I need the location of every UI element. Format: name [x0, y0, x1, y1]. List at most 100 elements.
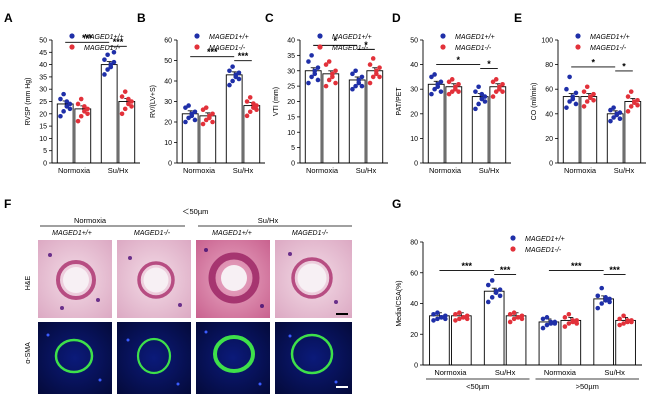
legend-marker-wt [440, 33, 446, 39]
data-point [67, 101, 73, 107]
data-point [353, 83, 358, 89]
scale-bar-sma [336, 386, 348, 388]
y-tick-label: 25 [39, 99, 47, 106]
data-point [359, 74, 365, 80]
data-point [85, 111, 90, 117]
data-point [453, 311, 458, 317]
scale-note: ＜50µm [182, 207, 208, 216]
legend-marker-ko [69, 44, 75, 50]
legend-label-wt: MAGED1+/+ [84, 34, 124, 41]
x-category-label: Su/Hx [614, 166, 635, 175]
data-point [323, 62, 329, 67]
data-point [432, 86, 437, 92]
data-point [446, 91, 452, 97]
x-category-label: Normoxia [183, 166, 216, 175]
data-point [490, 94, 496, 99]
data-point [230, 78, 235, 84]
data-point [581, 89, 587, 94]
data-point [617, 322, 622, 328]
data-point [102, 57, 107, 62]
data-point [236, 76, 242, 82]
data-point [200, 121, 206, 127]
data-point [493, 77, 499, 82]
y-tick-label: 15 [39, 124, 47, 131]
data-point [315, 77, 321, 83]
data-point [431, 311, 436, 317]
bar [100, 64, 118, 164]
data-point [192, 109, 198, 115]
bar [445, 86, 463, 164]
panel-letter: C [265, 11, 274, 25]
data-point [244, 113, 250, 119]
data-point [203, 105, 209, 110]
data-point [227, 68, 232, 74]
panel-letter: G [392, 197, 401, 211]
data-point [233, 72, 239, 78]
data-point [456, 81, 461, 87]
data-point [333, 68, 338, 74]
y-tick-label: 40 [545, 111, 553, 118]
y-tick-label: 40 [164, 79, 172, 86]
data-point [621, 313, 626, 319]
x-category-label: Su/Hx [479, 166, 500, 175]
legend-marker-wt [194, 33, 200, 39]
data-point [432, 72, 437, 77]
data-point [435, 316, 440, 322]
data-point [326, 59, 332, 64]
legend-label-ko: MAGED1-/- [525, 247, 562, 254]
legend-label-wt: MAGED1+/+ [590, 34, 630, 41]
significance-label: * [364, 40, 368, 50]
data-point [507, 311, 513, 317]
data-point [189, 113, 195, 119]
x-category-label: Su/Hx [108, 166, 129, 175]
data-point [126, 101, 131, 107]
y-tick-label: 20 [164, 120, 172, 127]
data-point [439, 315, 444, 320]
data-point [431, 318, 436, 323]
significance-label: *** [500, 265, 511, 275]
sma-image-3 [196, 322, 270, 394]
x-category-label: Normoxia [434, 368, 467, 377]
data-point [453, 318, 458, 323]
data-point [456, 89, 461, 94]
data-point [617, 116, 623, 122]
y-tick-label: 0 [414, 161, 418, 168]
data-point [429, 91, 434, 97]
legend-marker-wt [575, 33, 581, 39]
data-point [330, 74, 335, 80]
data-point [628, 89, 634, 94]
data-point [489, 295, 495, 300]
data-point [370, 56, 376, 61]
data-point [247, 109, 253, 115]
significance-label: * [591, 57, 595, 67]
data-point [333, 80, 338, 86]
data-point [515, 315, 521, 320]
data-point [82, 109, 87, 114]
data-point [603, 295, 608, 300]
data-point [635, 102, 640, 108]
data-point [567, 74, 572, 80]
data-point [479, 96, 485, 102]
significance-label: *** [82, 33, 93, 43]
significance-label: * [487, 59, 491, 69]
chart-panel-b: B 0 10 20 30 40 50 60 RV/(LV+S) Normoxia Su/Hx *** *… [137, 11, 265, 175]
legend-marker-wt [317, 33, 323, 39]
col-label-1: MAGED1+/+ [52, 230, 92, 237]
data-point [617, 316, 622, 322]
panel-letter: E [514, 11, 522, 25]
data-point [588, 94, 593, 99]
chart-panel-c: C 0 5 10 15 20 25 30 35 40 VTI (mm) Normoxia Su/Hx * * [265, 11, 388, 175]
data-point [573, 90, 579, 96]
y-tick-label: 50 [410, 38, 418, 45]
legend-marker-ko [510, 246, 516, 252]
data-point [429, 74, 434, 80]
significance-label: *** [238, 51, 249, 61]
legend: MAGED1+/+ MAGED1-/- [194, 33, 249, 52]
data-point [438, 79, 444, 85]
he-image-1 [38, 240, 112, 318]
data-point [485, 299, 491, 305]
data-point [254, 107, 259, 112]
data-point [443, 316, 448, 322]
y-tick-label: 50 [39, 38, 47, 45]
